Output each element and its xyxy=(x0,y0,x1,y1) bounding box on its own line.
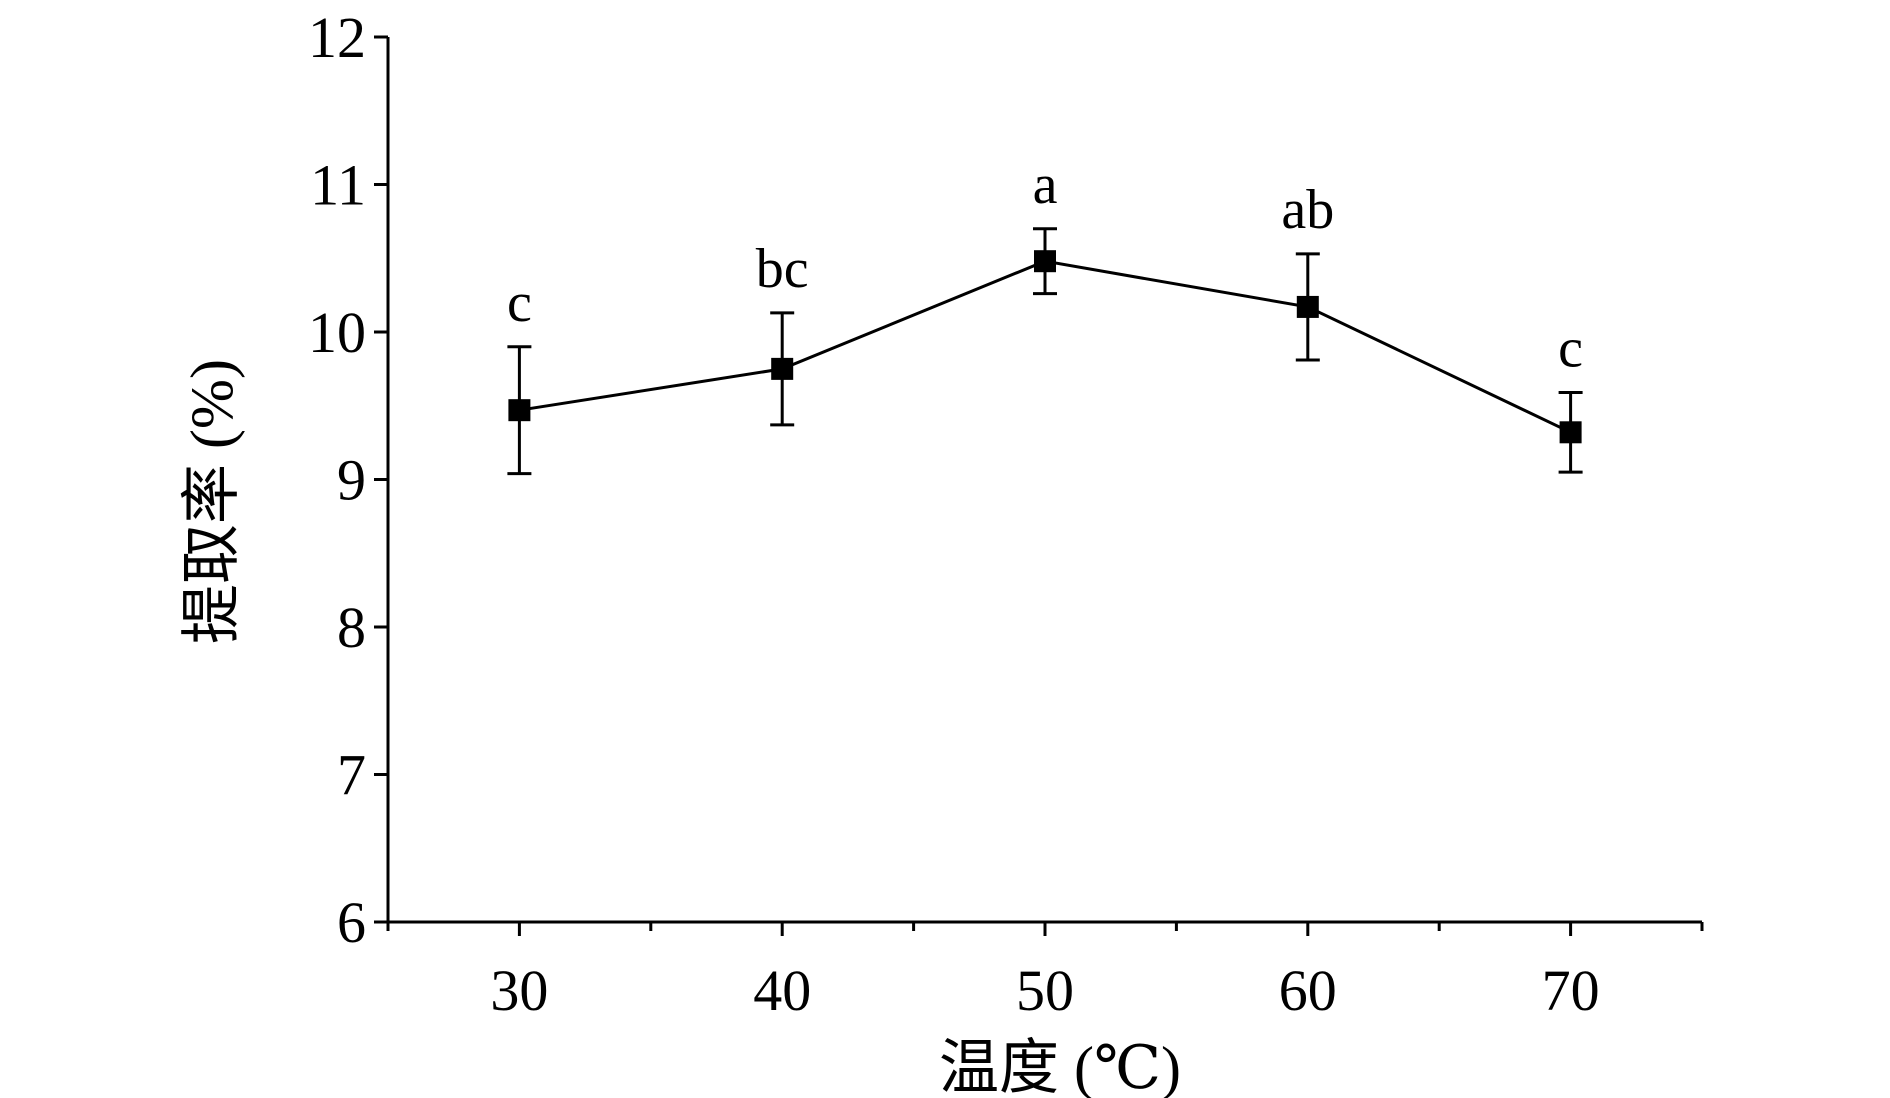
data-point xyxy=(1559,421,1582,444)
y-tick-label: 6 xyxy=(337,890,366,955)
series-0: c bc a ab c xyxy=(507,154,1583,476)
y-axis-title: 提取率 (%) xyxy=(179,359,245,644)
y-tick-label: 9 xyxy=(337,448,366,513)
significance-label: ab xyxy=(1281,179,1334,241)
x-tick-label: 40 xyxy=(753,958,811,1023)
axes: 6 7 8 9 10 11 12 30 40 50 60 70 xyxy=(308,5,1704,1023)
series-layer: c bc a ab c xyxy=(507,154,1583,476)
x-tick-label: 30 xyxy=(490,958,548,1023)
data-point xyxy=(1034,250,1056,273)
x-tick-label: 70 xyxy=(1542,958,1600,1023)
significance-label: bc xyxy=(756,238,809,300)
data-point xyxy=(508,399,531,422)
y-tick-label: 12 xyxy=(308,5,366,70)
data-point xyxy=(1296,295,1319,318)
y-tick-label: 10 xyxy=(308,300,366,365)
y-tick-label: 11 xyxy=(310,153,366,218)
significance-label: a xyxy=(1033,154,1058,216)
data-point xyxy=(771,357,794,380)
significance-label: c xyxy=(1558,317,1583,379)
x-tick-label: 60 xyxy=(1279,958,1337,1023)
significance-label: c xyxy=(507,272,532,334)
x-axis-title: 温度 (℃) xyxy=(939,1035,1181,1098)
y-tick-label: 7 xyxy=(337,743,366,808)
y-tick-label: 8 xyxy=(337,595,366,660)
x-tick-label: 50 xyxy=(1016,958,1074,1023)
